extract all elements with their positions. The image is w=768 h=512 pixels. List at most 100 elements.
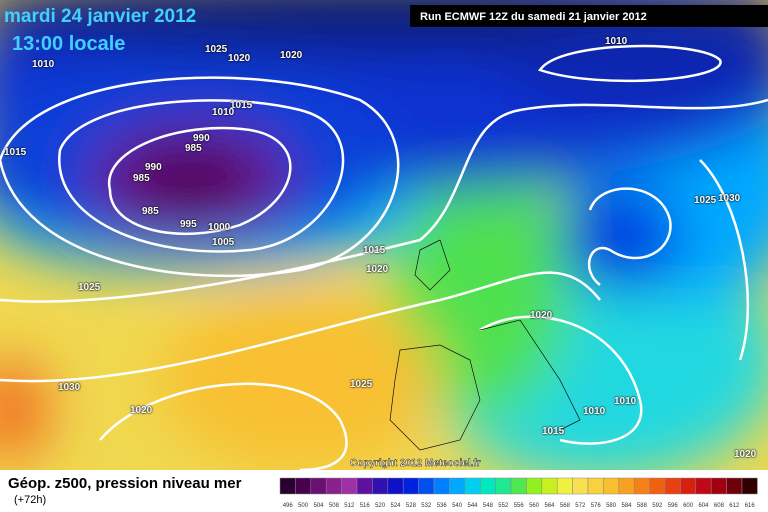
isobar-label: 1010 xyxy=(583,406,606,417)
isobar-label: 990 xyxy=(145,162,162,173)
colorbar-swatch xyxy=(572,477,589,495)
date: mardi 24 janvier 2012 xyxy=(4,6,196,27)
colorbar-swatch xyxy=(341,477,358,495)
colorbar-label: 584 xyxy=(621,503,632,509)
isobar-label: 1025 xyxy=(694,195,717,206)
colorbar-swatch xyxy=(433,477,450,495)
colorbar-label: 532 xyxy=(421,503,432,509)
isobar-label: 1025 xyxy=(78,282,101,293)
colorbar-swatch xyxy=(741,477,758,495)
colorbar-swatch xyxy=(695,477,712,495)
colorbar-swatch xyxy=(541,477,558,495)
colorbar-label: 552 xyxy=(498,503,509,509)
colorbar-swatch xyxy=(356,477,373,495)
colorbar-label: 540 xyxy=(452,503,463,509)
colorbar-label: 564 xyxy=(544,503,555,509)
colorbar: 496 500 504 508 512 516 520 524 528 532 536 540 544 5… xyxy=(279,477,758,509)
colorbar-swatch xyxy=(479,477,496,495)
colorbar-swatch xyxy=(603,477,620,495)
isobar-label: 1020 xyxy=(228,53,251,64)
colorbar-swatch xyxy=(325,477,342,495)
colorbar-label: 536 xyxy=(437,503,448,509)
colorbar-swatch xyxy=(295,477,312,495)
isobar-label: 1010 xyxy=(32,59,55,70)
colorbar-label: 500 xyxy=(298,503,309,509)
colorbar-label: 556 xyxy=(514,503,525,509)
isobar-label: 1030 xyxy=(718,193,741,204)
colorbar-label: 496 xyxy=(283,503,294,509)
colorbar-swatch xyxy=(710,477,727,495)
colorbar-label: 548 xyxy=(483,503,494,509)
run-info: Run ECMWF 12Z du samedi 21 janvier 2012 xyxy=(420,11,647,23)
colorbar-label: 524 xyxy=(390,503,401,509)
colorbar-label: 596 xyxy=(668,503,679,509)
isobar-label: 1020 xyxy=(130,405,153,416)
colorbar-swatch xyxy=(402,477,419,495)
colorbar-label: 608 xyxy=(714,503,725,509)
isobar-label: 1020 xyxy=(366,264,389,275)
isobar-label: 1000 xyxy=(208,222,231,233)
isobar-label: 1010 xyxy=(212,107,235,118)
colorbar-label: 600 xyxy=(683,503,694,509)
colorbar-label: 604 xyxy=(698,503,709,509)
isobar-label: 990 xyxy=(193,133,210,144)
run-box xyxy=(410,5,768,27)
colorbar-label: 592 xyxy=(652,503,663,509)
colorbar-label: 580 xyxy=(606,503,617,509)
isobar-label: 1015 xyxy=(4,147,27,158)
isobar-label: 985 xyxy=(133,173,150,184)
isobar-label: 1010 xyxy=(605,36,628,47)
colorbar-swatch xyxy=(387,477,404,495)
isobar-label: 1030 xyxy=(58,382,81,393)
colorbar-swatch xyxy=(556,477,573,495)
colorbar-swatch xyxy=(510,477,527,495)
colorbar-label: 512 xyxy=(344,503,355,509)
isobar-label: 1005 xyxy=(212,237,235,248)
colorbar-label: 576 xyxy=(591,503,602,509)
colorbar-swatch xyxy=(449,477,466,495)
isobar-label: 1025 xyxy=(205,44,228,55)
colorbar-swatch xyxy=(633,477,650,495)
footer-lead: (+72h) xyxy=(14,494,46,506)
colorbar-label: 616 xyxy=(745,503,756,509)
colorbar-swatch xyxy=(495,477,512,495)
colorbar-swatch xyxy=(618,477,635,495)
isobar-label: 1015 xyxy=(542,426,565,437)
colorbar-label: 612 xyxy=(729,503,740,509)
colorbar-swatch xyxy=(726,477,743,495)
colorbar-label: 528 xyxy=(406,503,417,509)
colorbar-swatch xyxy=(418,477,435,495)
isobar-label: 1020 xyxy=(530,310,553,321)
colorbar-label: 504 xyxy=(313,503,324,509)
colorbar-swatch xyxy=(310,477,327,495)
field xyxy=(0,0,768,470)
colorbar-label: 572 xyxy=(575,503,586,509)
isobar-label: 985 xyxy=(185,143,202,154)
colorbar-swatch xyxy=(372,477,389,495)
colorbar-swatch xyxy=(279,477,296,495)
colorbar-label: 588 xyxy=(637,503,648,509)
colorbar-label: 520 xyxy=(375,503,386,509)
colorbar-label: 568 xyxy=(560,503,571,509)
isobar-label: 1020 xyxy=(280,50,303,61)
isobar-label: 1015 xyxy=(230,100,253,111)
colorbar-swatch xyxy=(664,477,681,495)
isobar-label: 1020 xyxy=(734,449,757,460)
colorbar-swatch xyxy=(680,477,697,495)
time: 13:00 locale xyxy=(12,33,125,55)
colorbar-swatch xyxy=(649,477,666,495)
colorbar-swatch xyxy=(464,477,481,495)
isobar-label: 1015 xyxy=(363,245,386,256)
isobar-label: 1025 xyxy=(350,379,373,390)
colorbar-swatch xyxy=(526,477,543,495)
colorbar-label: 508 xyxy=(329,503,340,509)
footer-title: Géop. z500, pression niveau mer xyxy=(8,475,242,492)
coastlines xyxy=(389,239,581,451)
colorbar-label: 516 xyxy=(360,503,371,509)
colorbar-label: 560 xyxy=(529,503,540,509)
isobar-label: 995 xyxy=(180,219,197,230)
colorbar-swatch xyxy=(587,477,604,495)
isobar-label: 1010 xyxy=(614,396,637,407)
isobar-lines xyxy=(0,44,768,470)
